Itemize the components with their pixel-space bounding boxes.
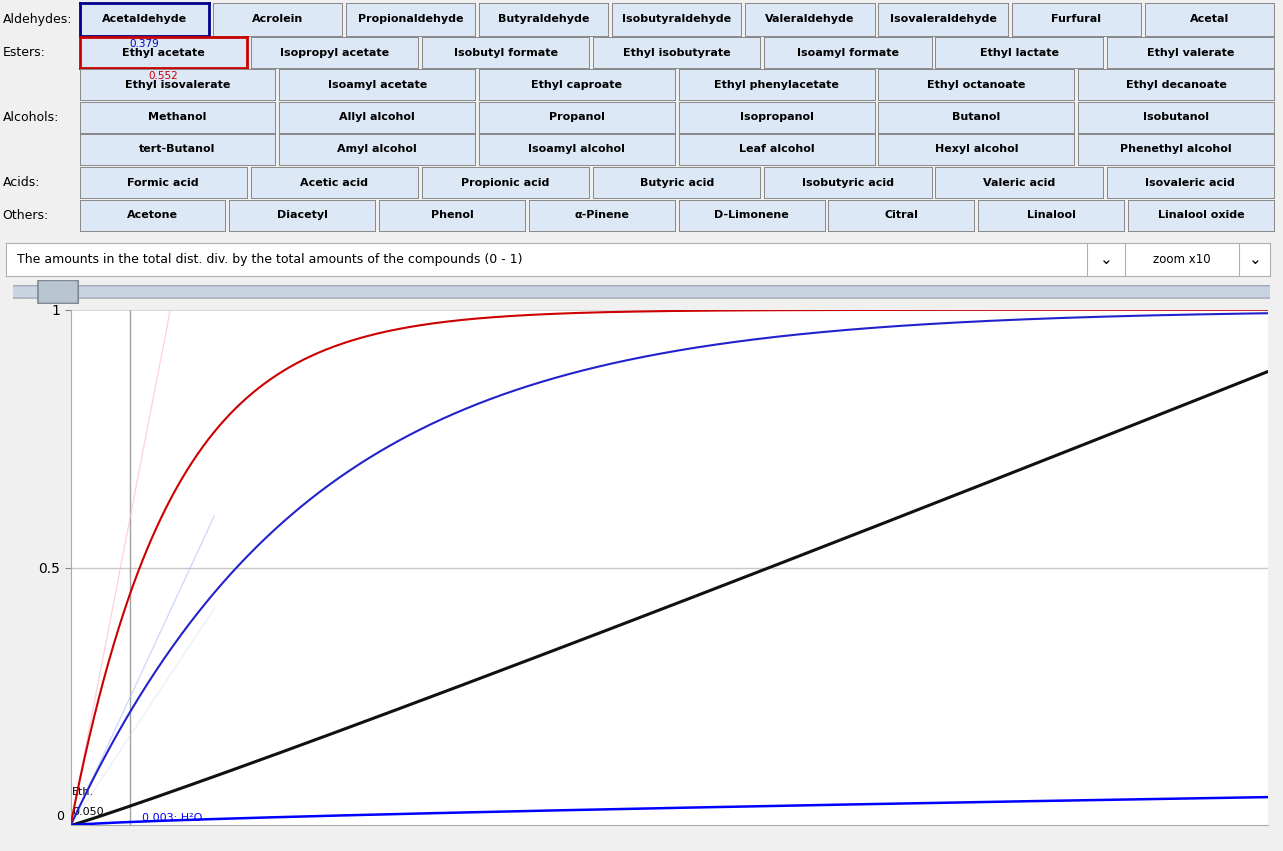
Text: Ethyl octanoate: Ethyl octanoate <box>928 79 1025 89</box>
Text: Propionic acid: Propionic acid <box>462 178 550 187</box>
FancyBboxPatch shape <box>6 286 1277 298</box>
Text: Butyraldehyde: Butyraldehyde <box>498 14 589 25</box>
Text: Phenol: Phenol <box>431 210 473 220</box>
Text: Propionaldehyde: Propionaldehyde <box>358 14 463 25</box>
Text: Isobutyraldehyde: Isobutyraldehyde <box>622 14 731 25</box>
Text: Acrolein: Acrolein <box>251 14 303 25</box>
Text: Isoamyl alcohol: Isoamyl alcohol <box>529 145 625 155</box>
Text: 0.379: 0.379 <box>130 39 159 49</box>
Text: Acetal: Acetal <box>1189 14 1229 25</box>
Text: Isovaleraldehyde: Isovaleraldehyde <box>889 14 997 25</box>
Text: zoom x10: zoom x10 <box>1153 253 1211 266</box>
Text: Esters:: Esters: <box>3 46 45 59</box>
Text: Ethyl acetate: Ethyl acetate <box>122 48 204 58</box>
Text: Butyric acid: Butyric acid <box>640 178 713 187</box>
Text: Aldehydes:: Aldehydes: <box>3 13 72 26</box>
Text: Butanol: Butanol <box>952 112 1001 123</box>
Text: ⌄: ⌄ <box>1100 252 1112 267</box>
Text: Allyl alcohol: Allyl alcohol <box>339 112 416 123</box>
Text: Hexyl alcohol: Hexyl alcohol <box>934 145 1019 155</box>
Text: Acetone: Acetone <box>127 210 178 220</box>
Text: Furfural: Furfural <box>1051 14 1101 25</box>
Text: Linalool oxide: Linalool oxide <box>1157 210 1245 220</box>
Text: 0: 0 <box>56 810 64 823</box>
Text: Isobutanol: Isobutanol <box>1143 112 1209 123</box>
Text: tert-Butanol: tert-Butanol <box>140 145 216 155</box>
Text: Methanol: Methanol <box>149 112 207 123</box>
Text: Isobutyl formate: Isobutyl formate <box>454 48 558 58</box>
Text: 0.050: 0.050 <box>72 808 104 818</box>
Text: 0.552: 0.552 <box>149 71 178 82</box>
Text: 0.003: H²O: 0.003: H²O <box>142 813 203 823</box>
Text: Alcohols:: Alcohols: <box>3 111 59 124</box>
Text: Acetic acid: Acetic acid <box>300 178 368 187</box>
Text: Eth.: Eth. <box>72 787 94 797</box>
Text: Amyl alcohol: Amyl alcohol <box>337 145 417 155</box>
Text: Ethyl caproate: Ethyl caproate <box>531 79 622 89</box>
Text: Others:: Others: <box>3 209 49 222</box>
Text: Leaf alcohol: Leaf alcohol <box>739 145 815 155</box>
Text: α-Pinene: α-Pinene <box>575 210 630 220</box>
Text: Ethyl valerate: Ethyl valerate <box>1147 48 1234 58</box>
Text: Linalool: Linalool <box>1026 210 1075 220</box>
Text: Propanol: Propanol <box>549 112 604 123</box>
Text: Citral: Citral <box>884 210 919 220</box>
Text: Acetaldehyde: Acetaldehyde <box>101 14 187 25</box>
Text: Ethyl isovalerate: Ethyl isovalerate <box>124 79 230 89</box>
Text: Isopropyl acetate: Isopropyl acetate <box>280 48 389 58</box>
Text: Valeraldehyde: Valeraldehyde <box>765 14 854 25</box>
Text: Isoamyl formate: Isoamyl formate <box>797 48 899 58</box>
Text: Isoamyl acetate: Isoamyl acetate <box>327 79 427 89</box>
Text: Diacetyl: Diacetyl <box>277 210 327 220</box>
Text: Acids:: Acids: <box>3 176 40 189</box>
Text: Ethyl phenylacetate: Ethyl phenylacetate <box>715 79 839 89</box>
Text: The amounts in the total dist. div. by the total amounts of the compounds (0 - 1: The amounts in the total dist. div. by t… <box>17 253 522 266</box>
Text: 1: 1 <box>67 294 74 307</box>
Text: Ethyl lactate: Ethyl lactate <box>980 48 1058 58</box>
Text: Formic acid: Formic acid <box>127 178 199 187</box>
Text: Ethyl isobutyrate: Ethyl isobutyrate <box>624 48 730 58</box>
Text: D-Limonene: D-Limonene <box>715 210 789 220</box>
Text: Isovaleric acid: Isovaleric acid <box>1146 178 1236 187</box>
Text: Isobutyric acid: Isobutyric acid <box>802 178 894 187</box>
Text: Valeric acid: Valeric acid <box>983 178 1056 187</box>
Text: ⌄: ⌄ <box>1248 252 1261 267</box>
Text: Isopropanol: Isopropanol <box>740 112 813 123</box>
Text: Phenethyl alcohol: Phenethyl alcohol <box>1120 145 1232 155</box>
FancyBboxPatch shape <box>38 280 78 304</box>
Text: Ethyl decanoate: Ethyl decanoate <box>1125 79 1227 89</box>
